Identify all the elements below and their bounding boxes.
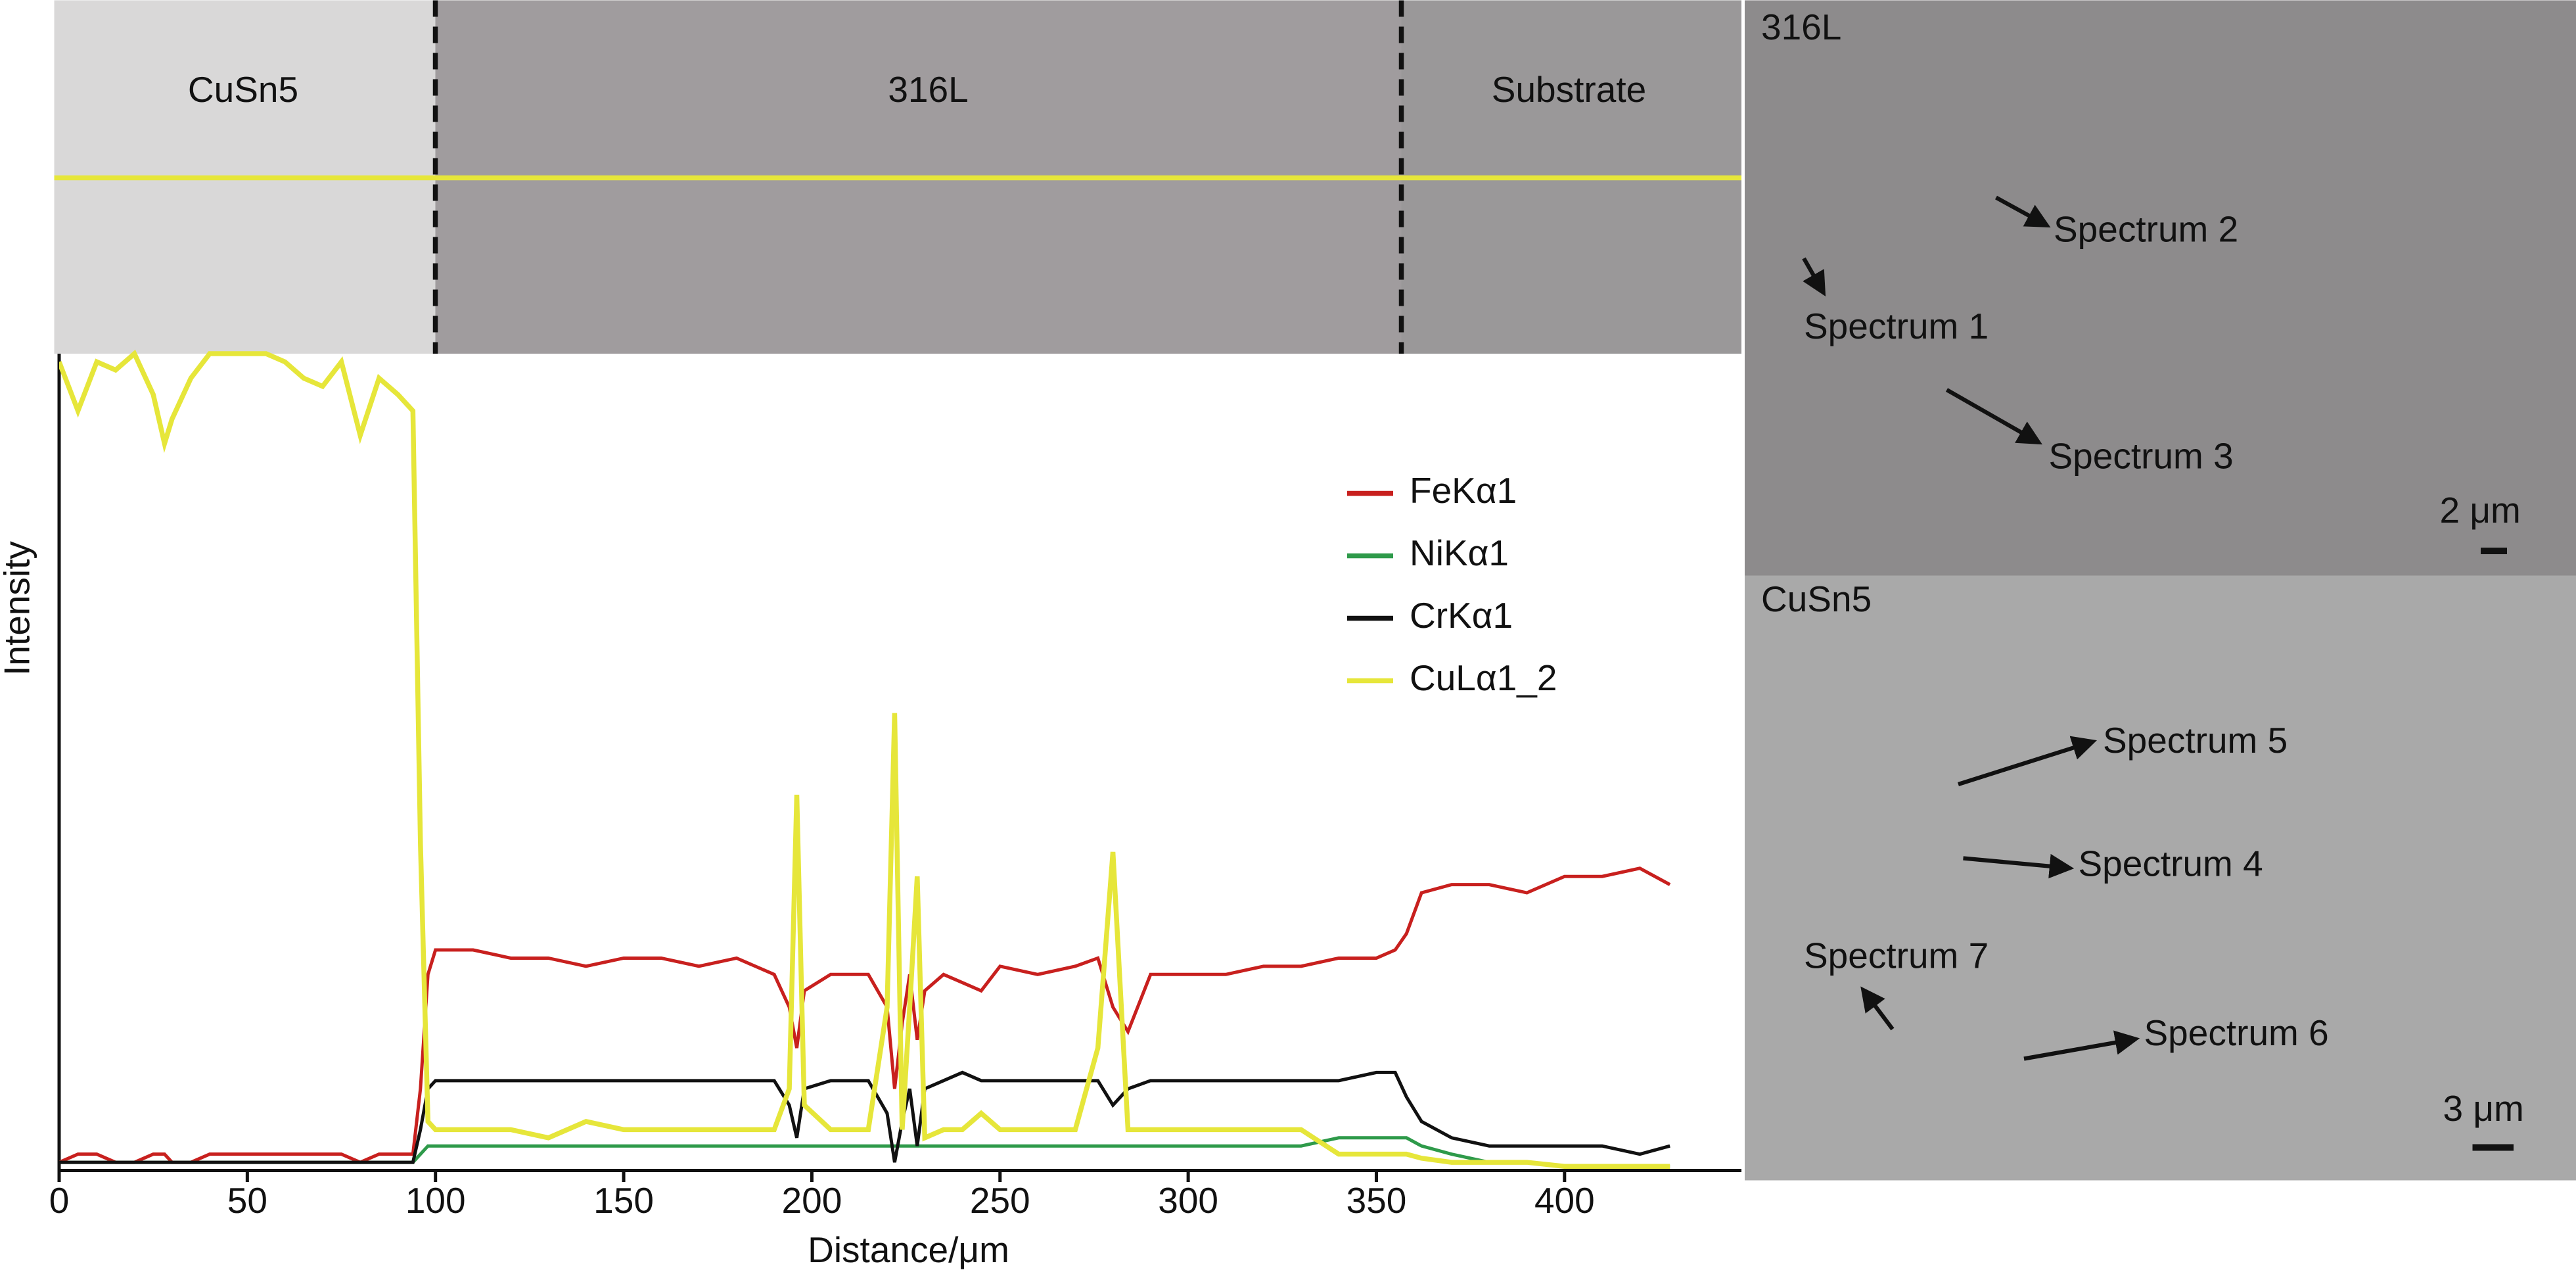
series-line [59, 349, 1670, 1170]
legend-label: CuLα1_2 [1410, 657, 1557, 698]
series-line [59, 866, 1671, 1164]
legend-label: FeKα1 [1410, 470, 1517, 511]
micrograph-316l: 316L Spectrum 2 Spectrum 1 Spectrum 3 2 … [1745, 0, 2576, 576]
spectrum-label: Spectrum 7 [1804, 935, 1989, 976]
scale-bar-label: 3 μm [2443, 1088, 2524, 1129]
plot-lines [59, 349, 1671, 1170]
x-tick-label: 350 [1346, 1180, 1407, 1221]
x-tick-label: 100 [405, 1180, 466, 1221]
legend-label: NiKα1 [1410, 532, 1509, 573]
x-tick-label: 400 [1534, 1180, 1595, 1221]
panel-label: 316L [1761, 7, 1841, 47]
micrograph-cusn5: CuSn5 Spectrum 5 Spectrum 4 Spectrum 7 S… [1745, 575, 2576, 1181]
region-label: Substrate [1492, 69, 1646, 110]
spectrum-label: Spectrum 2 [2054, 209, 2238, 250]
spectrum-label: Spectrum 6 [2144, 1012, 2329, 1053]
spectrum-label: Spectrum 1 [1804, 306, 1989, 346]
spectrum-label: Spectrum 4 [2079, 843, 2263, 884]
region-label: 316L [888, 69, 968, 110]
x-tick-label: 250 [970, 1180, 1030, 1221]
y-axis-label: Intensity [0, 541, 37, 676]
region-label: CuSn5 [188, 69, 298, 110]
spectrum-label: Spectrum 3 [2049, 436, 2234, 477]
legend-label: CrKα1 [1410, 595, 1513, 636]
x-tick-label: 150 [593, 1180, 654, 1221]
x-tick-label: 200 [782, 1180, 842, 1221]
x-tick-label: 0 [49, 1180, 70, 1221]
spectrum-label: Spectrum 5 [2103, 720, 2288, 761]
panel-label: CuSn5 [1761, 579, 1872, 619]
x-tick-label: 300 [1158, 1180, 1218, 1221]
line-scan-strip: CuSn5 316L Substrate [54, 0, 1741, 354]
x-tick-label: 50 [227, 1180, 267, 1221]
x-axis-label: Distance/μm [808, 1229, 1009, 1270]
scale-bar-label: 2 μm [2440, 490, 2521, 531]
series-line [59, 1070, 1670, 1164]
